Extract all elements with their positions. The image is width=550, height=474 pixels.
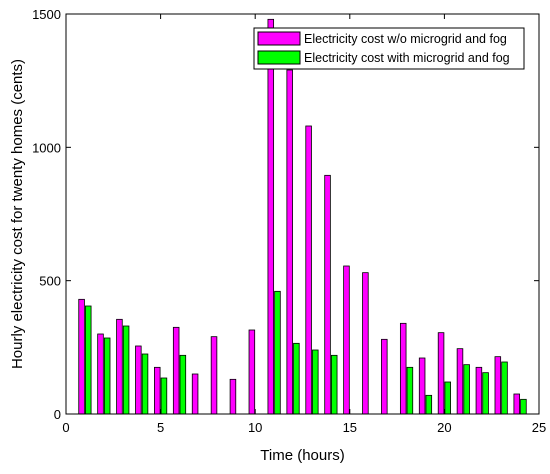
plot-frame	[65, 13, 540, 415]
bar-series-1-x-12	[286, 69, 293, 415]
x-tick-label: 20	[437, 420, 451, 435]
bar-series-2-x-2	[103, 337, 111, 415]
bar-series-1-x-7	[191, 373, 199, 415]
bar-series-1-x-6	[172, 326, 180, 415]
legend-label-series-2: Electricity cost with microgrid and fog	[304, 51, 510, 65]
bar-series-1-x-16	[362, 272, 369, 415]
y-axis-label: Hourly electricity cost for twenty homes…	[9, 59, 26, 369]
x-axis-label: Time (hours)	[260, 447, 344, 464]
bar-series-1-x-19	[418, 357, 426, 415]
bar-series-1-x-1	[78, 298, 85, 415]
bar-series-1-x-14	[324, 174, 331, 415]
x-tick-label: 15	[343, 420, 357, 435]
bar-series-2-x-5	[160, 377, 168, 415]
bar-series-2-x-13	[312, 349, 319, 415]
bar-series-2-x-3	[122, 325, 130, 415]
bar-series-2-x-4	[141, 353, 149, 415]
x-tick-label: 10	[248, 420, 262, 435]
bar-series-1-x-22	[475, 366, 483, 415]
y-tick-label: 1500	[32, 7, 61, 22]
bar-series-1-x-2	[97, 333, 104, 415]
bar-series-1-x-13	[305, 125, 312, 415]
bar-series-1-x-5	[154, 366, 161, 415]
legend-label-series-1: Electricity cost w/o microgrid and fog	[304, 32, 507, 46]
y-tick-label: 1000	[32, 140, 61, 155]
bar-series-2-x-11	[274, 290, 281, 415]
bar-series-2-x-14	[330, 354, 338, 415]
bar-series-2-x-6	[179, 354, 187, 415]
legend-swatch-series-2	[257, 50, 301, 65]
bar-series-2-x-19	[425, 394, 433, 415]
bar-series-1-x-10	[248, 329, 256, 415]
bar-series-2-x-22	[482, 372, 489, 415]
bar-series-1-x-24	[513, 393, 520, 415]
bar-series-1-x-15	[343, 265, 350, 415]
bar-series-1-x-18	[399, 322, 407, 415]
bar-series-1-x-23	[494, 356, 502, 415]
bar-series-2-x-1	[85, 305, 92, 415]
bar-series-2-x-24	[520, 398, 527, 415]
bar-series-1-x-11	[267, 18, 275, 415]
x-tick-label: 0	[62, 420, 69, 435]
bar-series-1-x-20	[437, 332, 445, 415]
legend-swatch-series-1	[257, 31, 301, 46]
legend: Electricity cost w/o microgrid and fog E…	[253, 27, 525, 70]
bar-series-2-x-18	[406, 366, 414, 415]
bar-series-1-x-8	[210, 336, 218, 415]
x-tick-label: 5	[157, 420, 164, 435]
bar-series-1-x-4	[135, 345, 142, 415]
x-tick-label: 25	[532, 420, 546, 435]
bar-series-2-x-21	[463, 364, 470, 415]
bar-series-2-x-12	[293, 342, 300, 415]
bar-series-1-x-21	[456, 348, 464, 415]
bar-series-2-x-23	[501, 361, 508, 415]
y-tick-label: 0	[54, 407, 61, 422]
bar-series-2-x-20	[444, 381, 451, 415]
y-tick-label: 500	[39, 274, 61, 289]
bar-series-1-x-3	[116, 318, 123, 415]
bar-series-1-x-17	[381, 338, 388, 415]
plot-area	[66, 14, 539, 414]
bar-series-1-x-9	[229, 378, 237, 415]
